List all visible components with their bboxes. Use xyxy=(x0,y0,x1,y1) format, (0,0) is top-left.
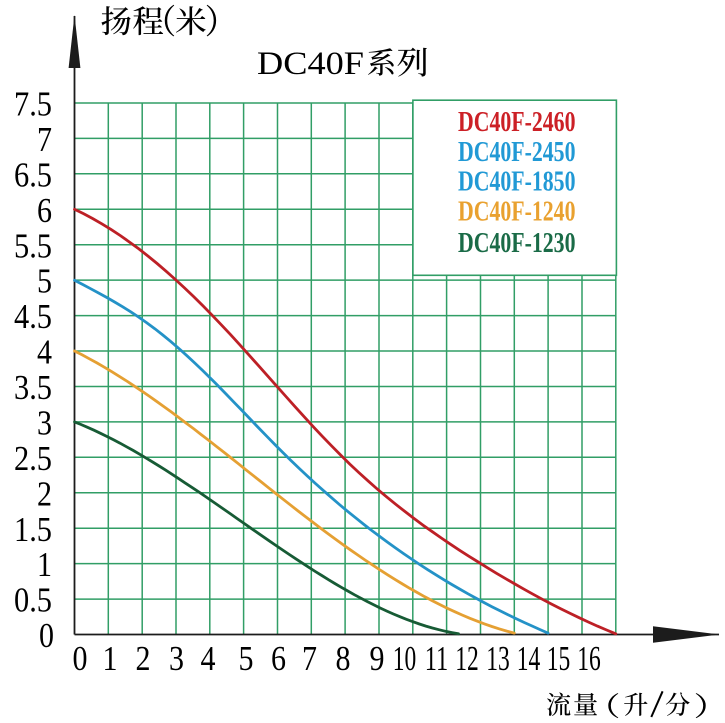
svg-text:15: 15 xyxy=(547,639,571,678)
svg-text:2.5: 2.5 xyxy=(14,439,52,478)
svg-text:7.5: 7.5 xyxy=(14,85,52,124)
svg-text:4: 4 xyxy=(37,333,52,372)
svg-text:6: 6 xyxy=(37,191,52,230)
svg-text:7: 7 xyxy=(302,639,317,678)
svg-text:16: 16 xyxy=(577,639,601,678)
svg-text:7: 7 xyxy=(37,120,52,159)
svg-text:13: 13 xyxy=(486,639,510,678)
svg-text:2: 2 xyxy=(136,639,151,678)
svg-text:5.5: 5.5 xyxy=(14,226,52,265)
svg-text:0: 0 xyxy=(39,616,54,655)
svg-text:3: 3 xyxy=(37,404,52,443)
svg-text:11: 11 xyxy=(425,639,449,678)
svg-text:12: 12 xyxy=(455,639,479,678)
svg-text:9: 9 xyxy=(370,639,385,678)
svg-text:10: 10 xyxy=(393,639,417,678)
svg-text:1.5: 1.5 xyxy=(14,510,52,549)
svg-text:3: 3 xyxy=(169,639,184,678)
svg-text:6.5: 6.5 xyxy=(14,155,52,194)
svg-text:3.5: 3.5 xyxy=(14,368,52,407)
svg-text:DC40F: DC40F xyxy=(257,46,364,82)
svg-text:0: 0 xyxy=(73,639,88,678)
svg-text:DC40F-2450: DC40F-2450 xyxy=(458,137,576,168)
svg-text:2: 2 xyxy=(37,474,52,513)
svg-text:5: 5 xyxy=(239,639,254,678)
svg-text:DC40F-1230: DC40F-1230 xyxy=(458,228,576,259)
svg-text:5: 5 xyxy=(37,262,52,301)
svg-text:4: 4 xyxy=(201,639,216,678)
svg-text:14: 14 xyxy=(517,639,541,678)
svg-text:DC40F-1240: DC40F-1240 xyxy=(458,196,576,227)
svg-text:8: 8 xyxy=(336,639,351,678)
svg-text:4.5: 4.5 xyxy=(14,297,52,336)
svg-text:DC40F-1850: DC40F-1850 xyxy=(458,166,576,197)
svg-text:1: 1 xyxy=(37,545,52,584)
svg-text:DC40F-2460: DC40F-2460 xyxy=(458,107,576,138)
svg-text:1: 1 xyxy=(103,639,118,678)
svg-text:0.5: 0.5 xyxy=(14,581,52,620)
svg-text:6: 6 xyxy=(271,639,286,678)
